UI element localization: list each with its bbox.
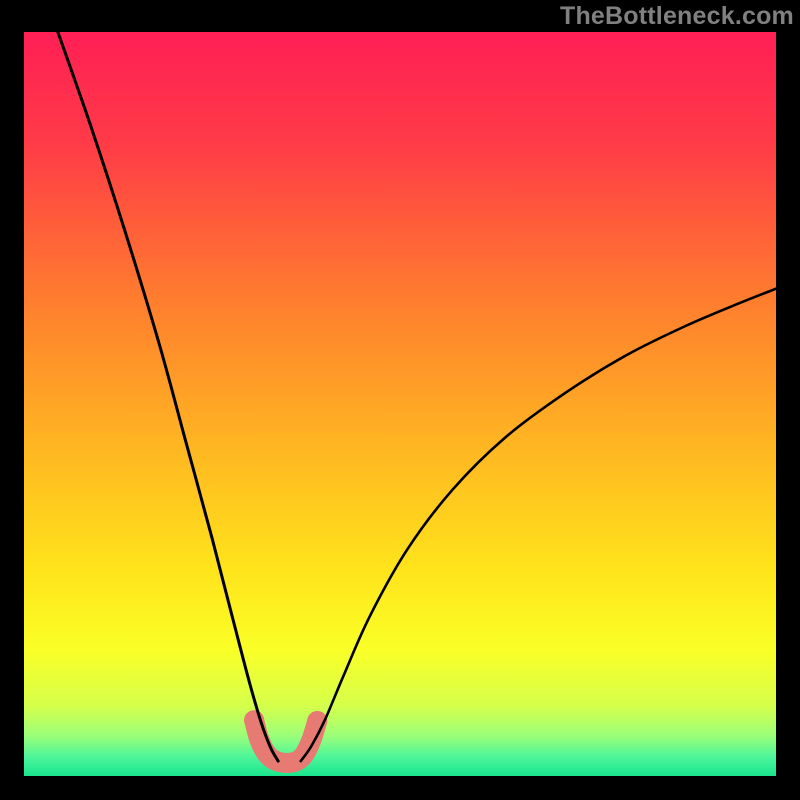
chart-frame: TheBottleneck.com (0, 0, 800, 800)
gradient-background (24, 32, 776, 776)
bottleneck-plot (0, 0, 800, 800)
watermark-text: TheBottleneck.com (560, 2, 794, 31)
